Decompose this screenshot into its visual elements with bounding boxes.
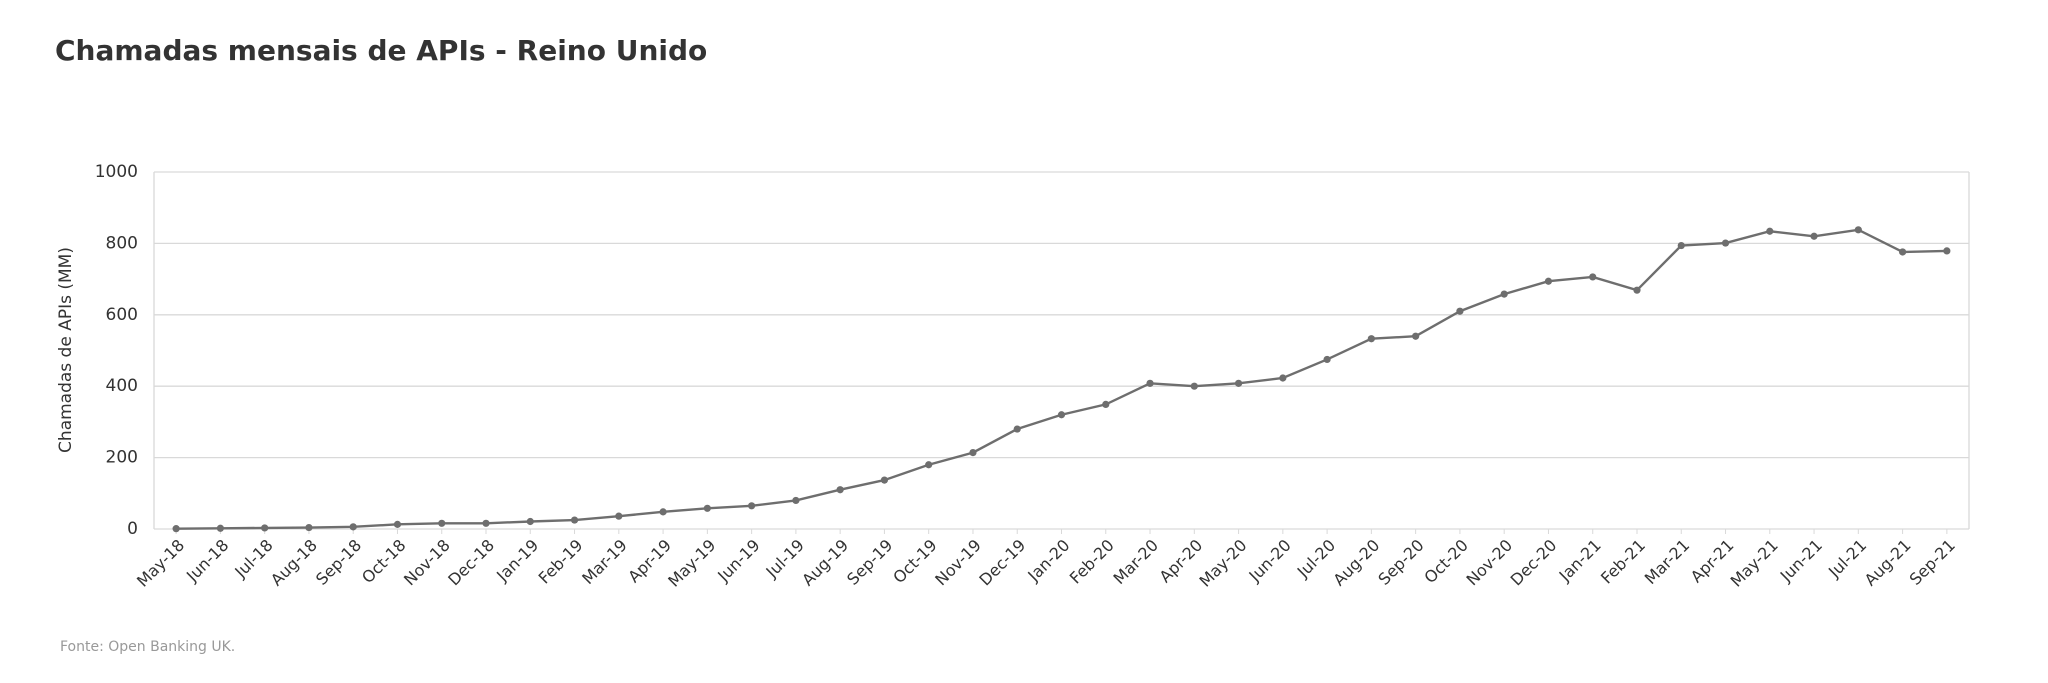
point [305,523,313,532]
x-tick-label: May-21 [1727,536,1782,591]
point [1854,226,1862,234]
x-tick-label: Nov-19 [931,536,985,590]
x-tick-label: Mar-19 [578,536,631,589]
x-tick-label: Jan-20 [1023,536,1073,586]
point [1279,374,1287,382]
point [792,496,800,505]
point [969,449,977,457]
y-tick-label: 600 [106,305,138,325]
x-tick-label: Oct-20 [1420,536,1471,587]
x-tick-label: Jun-20 [1245,536,1295,586]
x-tick-label: Dec-20 [1507,536,1561,590]
x-tick-label: Aug-20 [1329,536,1383,590]
point [1323,355,1331,364]
y-tick-label: 400 [106,376,138,396]
point [1190,382,1198,390]
point [748,502,756,510]
point [1898,248,1907,256]
point [880,476,889,484]
x-tick-label: Aug-18 [267,536,321,590]
point [615,512,623,520]
point [1146,379,1154,387]
point [1721,239,1730,247]
point [1057,411,1066,419]
x-tick-label: Dec-18 [444,536,498,590]
point [1500,290,1508,298]
x-tick-label: Sep-20 [1374,536,1427,589]
x-tick-label: Nov-18 [400,536,454,590]
x-tick-label: Jan-21 [1555,536,1605,586]
chart-title: Chamadas mensais de APIs - Reino Unido [55,34,707,67]
point [1943,247,1951,255]
source-note: Fonte: Open Banking UK. [60,639,235,655]
y-tick-label: 800 [106,233,138,253]
x-tick-label: Feb-20 [1066,536,1118,588]
x-tick-label: Feb-19 [535,536,587,588]
point [1013,425,1021,433]
point [659,508,667,516]
point [526,517,534,526]
x-tick-label: Jun-18 [182,536,232,586]
x-tick-label: Nov-20 [1462,536,1516,590]
x-tick-label: Sep-21 [1906,536,1959,589]
x-tick-label: Sep-18 [312,536,365,589]
point [703,504,711,512]
point [1810,232,1818,240]
point [836,486,844,494]
point [438,519,446,527]
point [570,516,579,524]
x-tick-label: Jun-21 [1776,536,1826,586]
x-tick-label: Aug-21 [1861,536,1915,590]
point [1544,277,1553,285]
x-tick-label: Mar-21 [1641,536,1694,589]
x-tick-label: Jan-19 [492,536,542,586]
x-tick-label: May-18 [133,536,188,591]
point [393,520,402,528]
x-tick-label: Oct-19 [889,536,940,587]
point [1589,273,1597,281]
x-tick-label: Mar-20 [1110,536,1163,589]
x-tick-label: Dec-19 [975,536,1029,590]
x-tick-label: Sep-19 [843,536,896,589]
point [349,523,357,531]
x-tick-label: May-19 [664,536,719,591]
point [216,524,225,532]
x-tick-label: Feb-21 [1597,536,1649,588]
x-tick-label: Jun-19 [713,536,763,586]
x-tick-label: Oct-18 [358,536,409,587]
point [261,524,269,532]
point [925,461,933,469]
point [1766,227,1774,235]
y-tick-label: 0 [127,519,138,539]
y-axis-label: Chamadas de APIs (MM) [56,247,76,453]
point [172,525,180,533]
point [1102,400,1110,409]
point [1234,379,1243,387]
x-tick-label: May-20 [1195,536,1250,591]
point [1412,332,1420,340]
x-tick-label: Aug-19 [798,536,852,590]
y-tick-label: 200 [106,448,138,468]
point [1456,307,1464,315]
y-tick-label: 1000 [95,162,138,182]
point [1367,335,1375,343]
point [482,519,490,527]
line [176,228,1947,530]
point [1633,286,1641,294]
point [1677,241,1685,250]
